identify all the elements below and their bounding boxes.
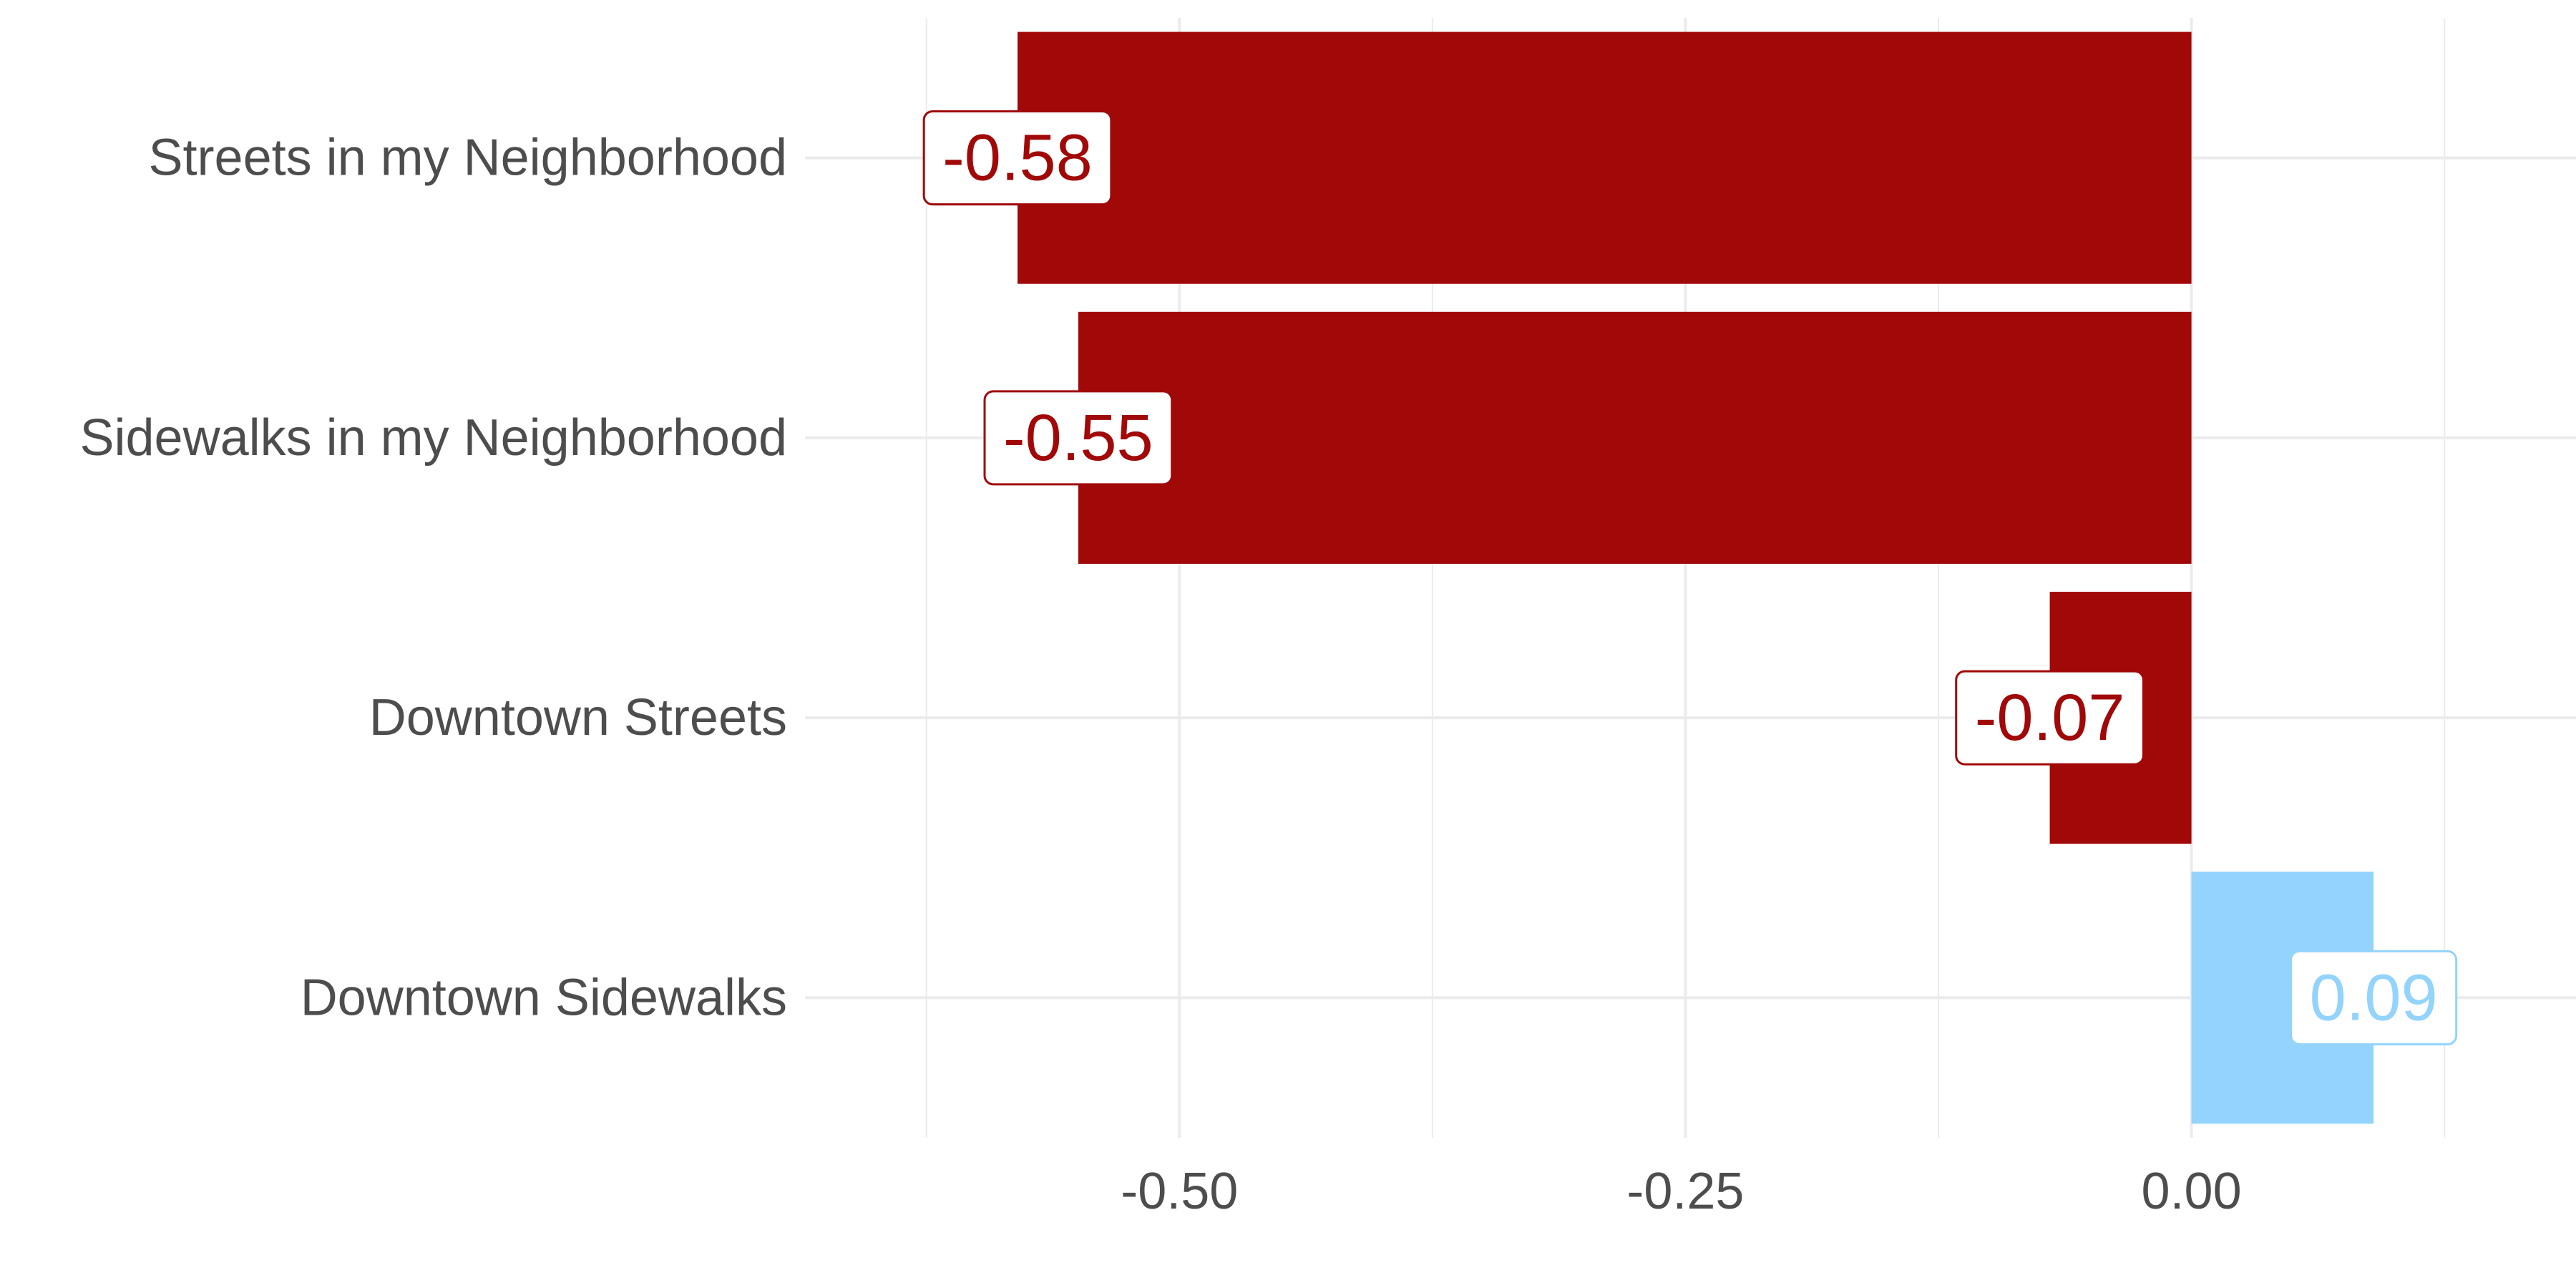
y-tick-label: Downtown Sidewalks (301, 969, 787, 1026)
y-tick-label: Streets in my Neighborhood (149, 130, 787, 187)
data-label-text: 0.09 (2310, 961, 2438, 1034)
data-label-text: -0.55 (1003, 401, 1153, 474)
data-label-box (1955, 670, 2145, 766)
y-tick-label: Downtown Streets (369, 689, 787, 746)
data-label: -0.07 (1955, 670, 2145, 766)
data-label-box (2290, 950, 2458, 1045)
data-label: -0.58 (922, 110, 1113, 206)
bars (1018, 31, 2374, 1124)
x-tick-label: -0.50 (1121, 1163, 1238, 1220)
data-label-box (983, 390, 1174, 486)
data-label-box (922, 110, 1113, 206)
y-tick-label: Sidewalks in my Neighborhood (79, 409, 787, 467)
data-label: 0.09 (2290, 950, 2458, 1045)
bar (1018, 31, 2192, 284)
x-tick-label: -0.25 (1626, 1163, 1744, 1220)
bar (1078, 311, 2192, 564)
data-label-text: -0.07 (1975, 681, 2125, 754)
data-label: -0.55 (983, 390, 1174, 486)
data-label-text: -0.58 (942, 122, 1093, 195)
data-labels: -0.58 -0.55 -0.07 0.09 (922, 110, 2458, 1045)
axes: Streets in my Neighborhood Sidewalks in m… (79, 130, 2241, 1220)
x-tick-label: 0.00 (2142, 1163, 2242, 1220)
